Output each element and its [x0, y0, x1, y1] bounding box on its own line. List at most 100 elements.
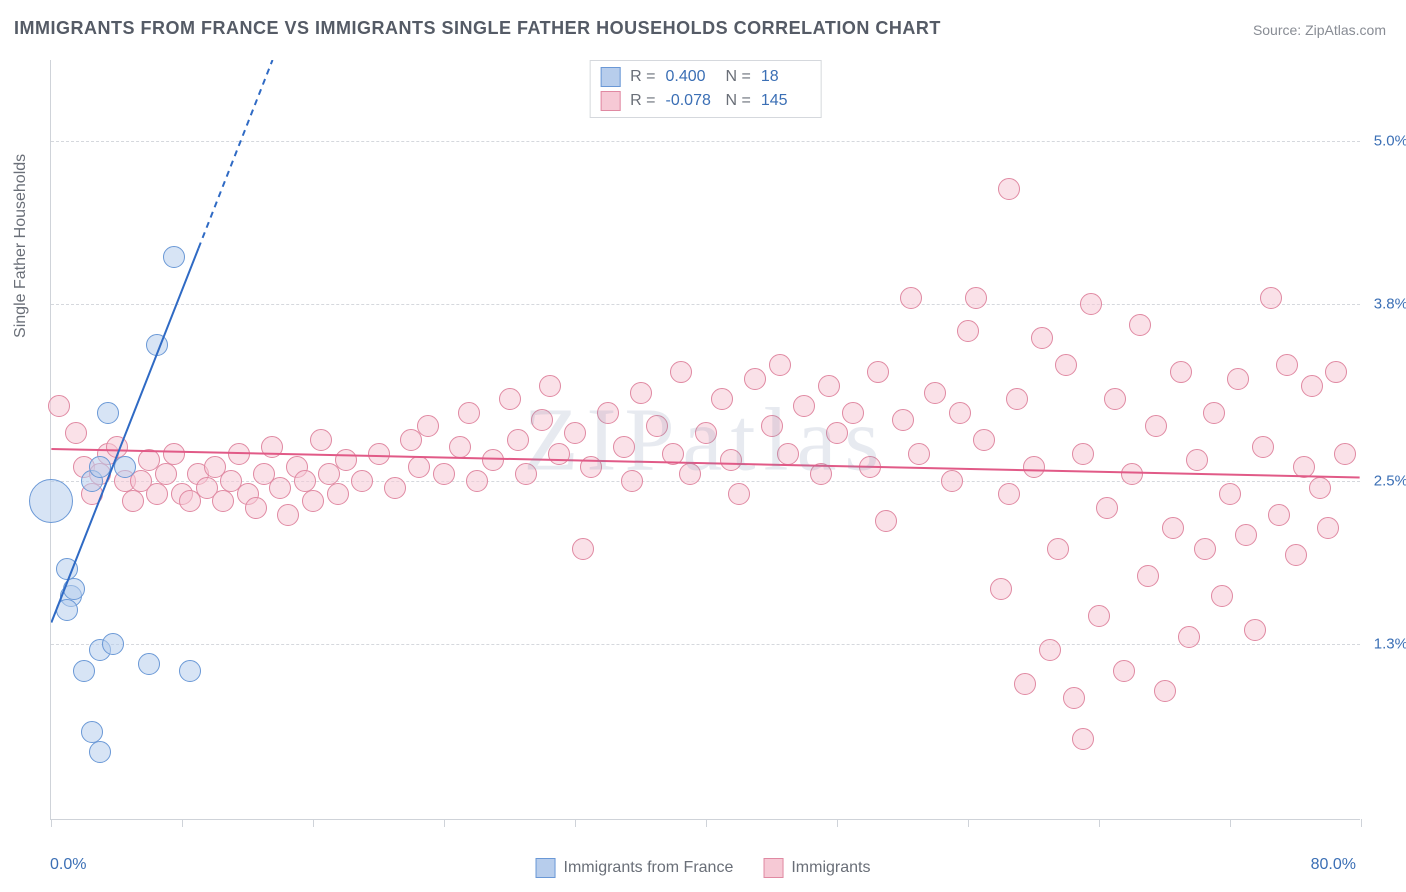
data-point-pink [695, 422, 717, 444]
data-point-pink [310, 429, 332, 451]
data-point-pink [1072, 443, 1094, 465]
data-point-pink [777, 443, 799, 465]
x-tick [1361, 819, 1362, 827]
data-point-pink [769, 354, 791, 376]
data-point-pink [277, 504, 299, 526]
data-point-pink [1334, 443, 1356, 465]
correlation-legend: R =0.400N =18R =-0.078N =145 [589, 60, 822, 118]
data-point-pink [908, 443, 930, 465]
data-point-pink [146, 483, 168, 505]
y-tick-label: 3.8% [1374, 296, 1406, 313]
legend-item: Immigrants from France [536, 858, 734, 878]
data-point-pink [859, 456, 881, 478]
x-tick [313, 819, 314, 827]
data-point-pink [613, 436, 635, 458]
data-point-pink [711, 388, 733, 410]
data-point-pink [1121, 463, 1143, 485]
data-point-pink [1006, 388, 1028, 410]
y-tick-label: 5.0% [1374, 133, 1406, 150]
data-point-pink [531, 409, 553, 431]
data-point-pink [761, 415, 783, 437]
data-point-pink [163, 443, 185, 465]
x-axis-min-label: 0.0% [50, 856, 86, 874]
data-point-pink [720, 449, 742, 471]
gridline [51, 481, 1360, 482]
data-point-pink [1096, 497, 1118, 519]
data-point-pink [1055, 354, 1077, 376]
plot-area: ZIPatlas R =0.400N =18R =-0.078N =145 1.… [50, 60, 1360, 820]
x-tick [444, 819, 445, 827]
data-point-pink [998, 178, 1020, 200]
data-point-blue [63, 578, 85, 600]
correlation-legend-row: R =-0.078N =145 [600, 89, 811, 113]
data-point-pink [1285, 544, 1307, 566]
data-point-pink [212, 490, 234, 512]
data-point-pink [515, 463, 537, 485]
data-point-pink [621, 470, 643, 492]
data-point-blue [73, 660, 95, 682]
data-point-pink [1113, 660, 1135, 682]
data-point-pink [1154, 680, 1176, 702]
data-point-pink [1137, 565, 1159, 587]
data-point-pink [1023, 456, 1045, 478]
x-axis-max-label: 80.0% [1311, 856, 1356, 874]
data-point-blue [114, 456, 136, 478]
data-point-pink [1301, 375, 1323, 397]
data-point-pink [728, 483, 750, 505]
x-tick [575, 819, 576, 827]
legend-swatch [600, 67, 620, 87]
data-point-pink [646, 415, 668, 437]
data-point-pink [245, 497, 267, 519]
data-point-blue [146, 334, 168, 356]
data-point-pink [1268, 504, 1290, 526]
data-point-pink [1244, 619, 1266, 641]
data-point-pink [1039, 639, 1061, 661]
x-tick [1230, 819, 1231, 827]
data-point-pink [597, 402, 619, 424]
data-point-pink [122, 490, 144, 512]
data-point-pink [302, 490, 324, 512]
data-point-pink [106, 436, 128, 458]
legend-swatch [763, 858, 783, 878]
data-point-pink [1014, 673, 1036, 695]
x-tick [182, 819, 183, 827]
data-point-pink [261, 436, 283, 458]
data-point-pink [458, 402, 480, 424]
data-point-pink [466, 470, 488, 492]
data-point-pink [957, 320, 979, 342]
data-point-pink [1293, 456, 1315, 478]
data-point-blue [102, 633, 124, 655]
data-point-pink [1227, 368, 1249, 390]
data-point-pink [973, 429, 995, 451]
data-point-pink [1235, 524, 1257, 546]
data-point-pink [1088, 605, 1110, 627]
legend-swatch [536, 858, 556, 878]
chart-title: IMMIGRANTS FROM FRANCE VS IMMIGRANTS SIN… [14, 18, 941, 39]
data-point-pink [507, 429, 529, 451]
x-tick [51, 819, 52, 827]
x-tick [706, 819, 707, 827]
y-tick-label: 1.3% [1374, 635, 1406, 652]
series-legend: Immigrants from FranceImmigrants [536, 858, 871, 878]
data-point-pink [1162, 517, 1184, 539]
data-point-pink [662, 443, 684, 465]
gridline [51, 644, 1360, 645]
data-point-pink [408, 456, 430, 478]
data-point-pink [670, 361, 692, 383]
data-point-pink [335, 449, 357, 471]
data-point-blue [56, 558, 78, 580]
data-point-pink [965, 287, 987, 309]
data-point-pink [679, 463, 701, 485]
gridline [51, 304, 1360, 305]
data-point-pink [1063, 687, 1085, 709]
data-point-pink [810, 463, 832, 485]
data-point-pink [65, 422, 87, 444]
x-tick [837, 819, 838, 827]
data-point-pink [1145, 415, 1167, 437]
data-point-blue [163, 246, 185, 268]
x-tick [1099, 819, 1100, 827]
data-point-pink [1276, 354, 1298, 376]
legend-swatch [600, 91, 620, 111]
data-point-pink [1186, 449, 1208, 471]
data-point-pink [351, 470, 373, 492]
